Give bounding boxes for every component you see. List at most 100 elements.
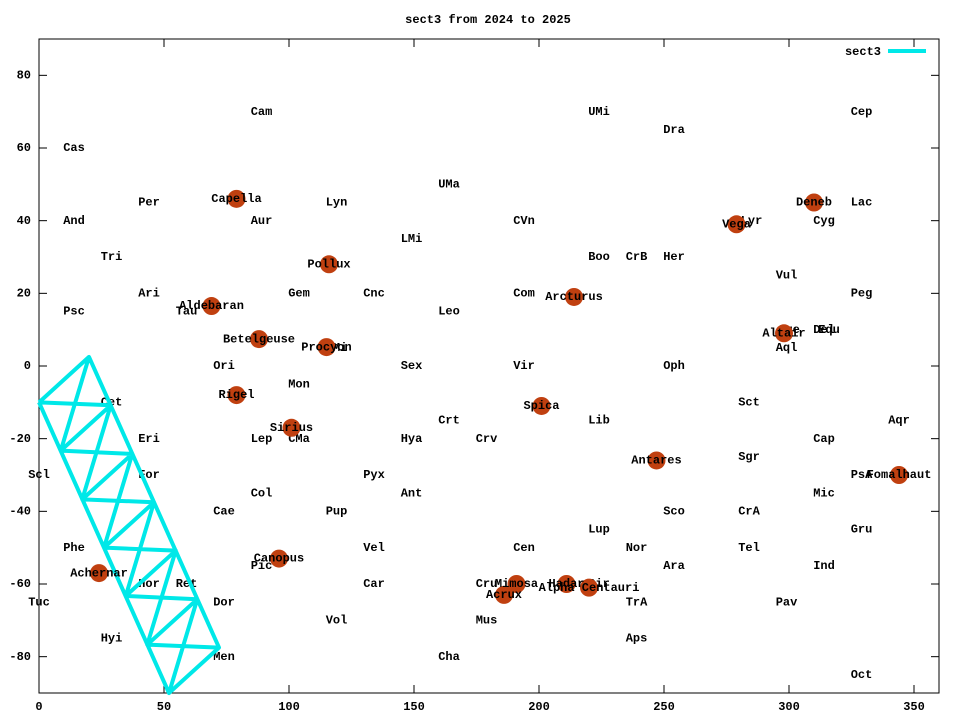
constellation-label: Ari [138,287,160,301]
constellation-label: Vir [513,359,535,373]
constellation-label: Mon [288,377,310,391]
constellation-label: Lyr [741,214,763,228]
star-point [90,564,108,583]
star-label: Antares [631,454,681,468]
constellation-label: Mus [476,614,498,628]
constellation-label: Scl [28,468,50,482]
constellation-label: Gem [288,287,310,301]
star-label: Procyon [301,340,351,354]
legend-label: sect3 [845,45,881,59]
star-point [507,575,526,593]
star-point [775,324,793,343]
constellation-label: Crv [476,432,498,446]
star-label: Vega [722,217,751,231]
constellation-label: Pyx [363,468,385,482]
y-tick-label: 0 [24,359,31,373]
star-point [270,549,288,568]
constellation-label: Lyn [326,196,348,210]
constellation-label: Aur [251,214,273,228]
constellation-label: Col [251,486,273,500]
constellation-label: Sgr [738,450,760,464]
y-tick-label: -80 [9,650,31,664]
star-point [580,578,598,597]
constellation-label: Peg [851,287,873,301]
x-tick-label: 150 [403,700,425,714]
star-point [250,330,268,349]
constellation-label: Leo [438,305,460,319]
constellation-label: Lib [588,414,610,428]
constellation-label: Her [663,250,685,264]
constellation-label: Equ [818,323,840,337]
constellation-label: Cen [513,541,535,555]
constellation-label: Crt [438,414,460,428]
constellation-label: Vel [363,541,385,555]
constellation-label: UMi [588,105,610,119]
y-tick-label: -40 [9,505,31,519]
constellation-label: Vul [776,268,798,282]
star-point [495,585,513,604]
constellation-label: CrB [626,250,648,264]
constellation-label: TrA [626,595,648,609]
star-label: Acrux [486,588,522,602]
constellation-label: Cyg [813,214,835,228]
constellation-label: Per [138,196,160,210]
constellation-label: Mic [813,486,835,500]
star-label: Altair [762,326,805,340]
constellation-label: UMa [438,178,460,192]
constellation-label: Sco [663,505,685,519]
constellation-label: Cep [851,105,873,119]
star-point [647,451,666,470]
constellation-label: Ind [813,559,835,573]
star-point [532,396,551,415]
constellation-label: Dra [663,123,685,137]
constellation-label: Car [363,577,385,591]
chart-title: sect3 from 2024 to 2025 [405,13,571,27]
constellation-label: Aps [626,632,648,646]
constellation-label: Pic [251,559,273,573]
star-label: Mimosa [495,577,538,591]
star-point [282,418,301,437]
constellation-label: Boo [588,250,610,264]
constellation-label: Lep [251,432,273,446]
x-tick-label: 300 [778,700,800,714]
star-label: Hadar [548,577,584,591]
constellation-label: Lac [851,196,873,210]
y-tick-label: -60 [9,577,31,591]
y-tick-label: 40 [17,214,31,228]
x-tick-label: 100 [278,700,300,714]
star-point [202,297,221,316]
y-tick-label: 60 [17,141,31,155]
constellation-label: Aql [776,341,798,355]
x-tick-label: 200 [528,700,550,714]
constellation-label: Tau [176,305,198,319]
star-point [890,466,908,484]
constellation-label: Cae [213,505,235,519]
star-point [317,338,336,357]
constellation-label: Cru [476,577,498,591]
constellation-label: Aqr [888,414,910,428]
constellation-label: Pav [776,595,798,609]
constellation-label: And [63,214,85,228]
y-tick-label: -20 [9,432,31,446]
constellation-label: Tri [101,250,123,264]
constellation-label: Eri [138,432,160,446]
constellation-label: Ant [401,486,423,500]
x-tick-label: 50 [157,700,171,714]
star-point [227,189,246,208]
constellation-label: Hya [401,432,423,446]
star-label: Pollux [307,257,350,271]
constellation-label: Cas [63,141,85,155]
constellation-label: Oph [663,359,685,373]
constellation-label: Hyi [101,632,123,646]
star-point [727,215,746,234]
star-label: Alpha Centauri [539,581,640,595]
constellation-label: Del [813,323,835,337]
star-label: Arcturus [545,290,603,304]
constellation-label: Cam [251,105,273,119]
constellation-label: PsA [851,468,873,482]
constellation-label: CVn [513,214,535,228]
constellation-label: Sex [401,359,423,373]
star-label: Betelgeuse [223,332,295,346]
